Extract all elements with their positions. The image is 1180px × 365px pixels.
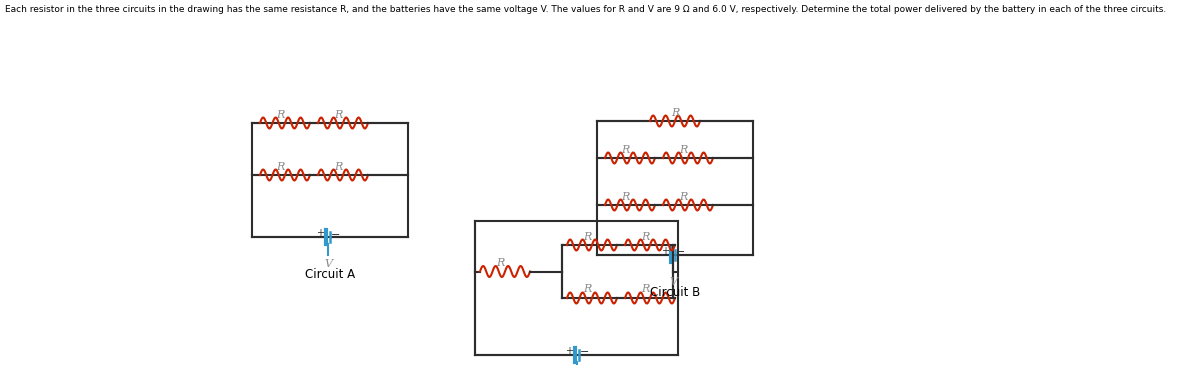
Text: R: R — [670, 108, 680, 118]
Text: Circuit B: Circuit B — [650, 287, 700, 300]
Text: V: V — [669, 277, 677, 287]
Text: +: + — [661, 246, 669, 256]
Text: R: R — [496, 258, 504, 268]
Text: R: R — [334, 161, 342, 172]
Text: −: − — [579, 347, 589, 357]
Text: Circuit A: Circuit A — [304, 269, 355, 281]
Text: R: R — [583, 231, 591, 242]
Text: R: R — [276, 161, 284, 172]
Text: R: R — [641, 284, 649, 295]
Text: +: + — [565, 346, 573, 356]
Text: R: R — [678, 192, 687, 201]
Text: V: V — [324, 259, 332, 269]
Text: R: R — [334, 110, 342, 119]
Text: R: R — [276, 110, 284, 119]
Text: Each resistor in the three circuits in the drawing has the same resistance R, an: Each resistor in the three circuits in t… — [5, 5, 1166, 14]
Text: R: R — [641, 231, 649, 242]
Text: R: R — [621, 145, 629, 154]
Text: R: R — [621, 192, 629, 201]
Text: −: − — [676, 247, 686, 257]
Text: R: R — [678, 145, 687, 154]
Text: R: R — [583, 284, 591, 295]
Text: +: + — [316, 228, 324, 238]
Text: −: − — [330, 230, 340, 239]
